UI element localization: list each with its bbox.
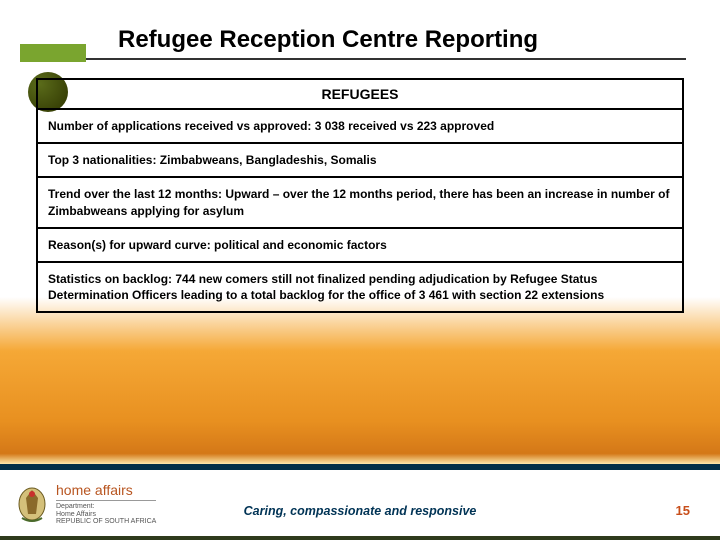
tagline: Caring, compassionate and responsive: [0, 504, 720, 518]
refugees-table: REFUGEES Number of applications received…: [36, 78, 684, 313]
footer-divider: [0, 464, 720, 470]
table-header: REFUGEES: [38, 80, 682, 110]
footer-shadow: [0, 536, 720, 540]
title-bar: Refugee Reception Centre Reporting: [20, 26, 690, 66]
table-row: Top 3 nationalities: Zimbabweans, Bangla…: [38, 144, 682, 178]
table-row: Trend over the last 12 months: Upward – …: [38, 178, 682, 228]
slide: Refugee Reception Centre Reporting REFUG…: [0, 0, 720, 540]
table-row: Reason(s) for upward curve: political an…: [38, 229, 682, 263]
slide-title: Refugee Reception Centre Reporting: [118, 26, 538, 54]
title-underline: [24, 58, 686, 60]
accent-bar: [20, 44, 86, 62]
table-row: Statistics on backlog: 744 new comers st…: [38, 263, 682, 311]
table-row: Number of applications received vs appro…: [38, 110, 682, 144]
logo-line3: REPUBLIC OF SOUTH AFRICA: [56, 518, 156, 525]
page-number: 15: [676, 503, 690, 518]
logo-brand: home affairs: [56, 483, 156, 498]
